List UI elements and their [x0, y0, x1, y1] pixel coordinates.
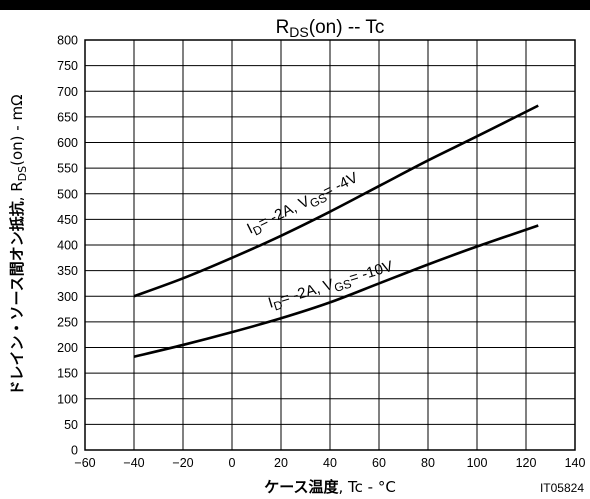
y-tick-label: 750	[57, 59, 78, 73]
x-tick-label: 0	[229, 456, 236, 470]
y-tick-label: 0	[71, 444, 78, 458]
top-bar	[0, 0, 590, 10]
x-tick-labels: −60 −40 −20 0 20 40 60 80 100 120 140	[74, 456, 585, 470]
series-line-vgs-4v	[133, 104, 539, 298]
curve-label-vgs-10v: ID= -2A, VGS= -10V	[266, 258, 396, 315]
chart-title: RDS(on) -- Tc	[276, 17, 385, 40]
y-tick-label: 400	[57, 239, 78, 253]
y-tick-labels: 0 50 100 150 200 250 300 350 400 450 500 550 600 650 7…	[57, 34, 78, 458]
data-series	[133, 104, 539, 358]
y-tick-label: 550	[57, 162, 78, 176]
x-tick-label: 120	[516, 456, 537, 470]
y-tick-label: 350	[57, 264, 78, 278]
gridlines	[85, 40, 575, 450]
x-tick-label: 20	[274, 456, 288, 470]
x-tick-label: 100	[467, 456, 488, 470]
y-tick-label: 300	[57, 290, 78, 304]
y-tick-label: 500	[57, 187, 78, 201]
y-tick-label: 450	[57, 213, 78, 227]
y-tick-label: 150	[57, 367, 78, 381]
x-tick-label: 60	[372, 456, 386, 470]
y-tick-label: 650	[57, 110, 78, 124]
x-tick-label: 40	[323, 456, 337, 470]
y-tick-label: 600	[57, 136, 78, 150]
y-tick-label: 50	[64, 418, 78, 432]
figure-code: IT05824	[540, 481, 584, 495]
y-tick-label: 100	[57, 392, 78, 406]
y-tick-label: 200	[57, 341, 78, 355]
y-axis-label: ドレイン・ソース間オン抵抗, RDS(on) - mΩ	[8, 94, 29, 395]
series-line-vgs-10v	[133, 224, 539, 358]
x-tick-label: 80	[421, 456, 435, 470]
x-tick-label: −40	[123, 456, 144, 470]
x-axis-label: ケース温度, Tc - °C	[264, 478, 396, 496]
x-tick-label: −20	[172, 456, 193, 470]
y-tick-label: 800	[57, 34, 78, 48]
plot-frame	[84, 39, 576, 451]
y-tick-label: 700	[57, 85, 78, 99]
x-tick-label: 140	[565, 456, 586, 470]
x-tick-label: −60	[74, 456, 95, 470]
y-tick-label: 250	[57, 315, 78, 329]
